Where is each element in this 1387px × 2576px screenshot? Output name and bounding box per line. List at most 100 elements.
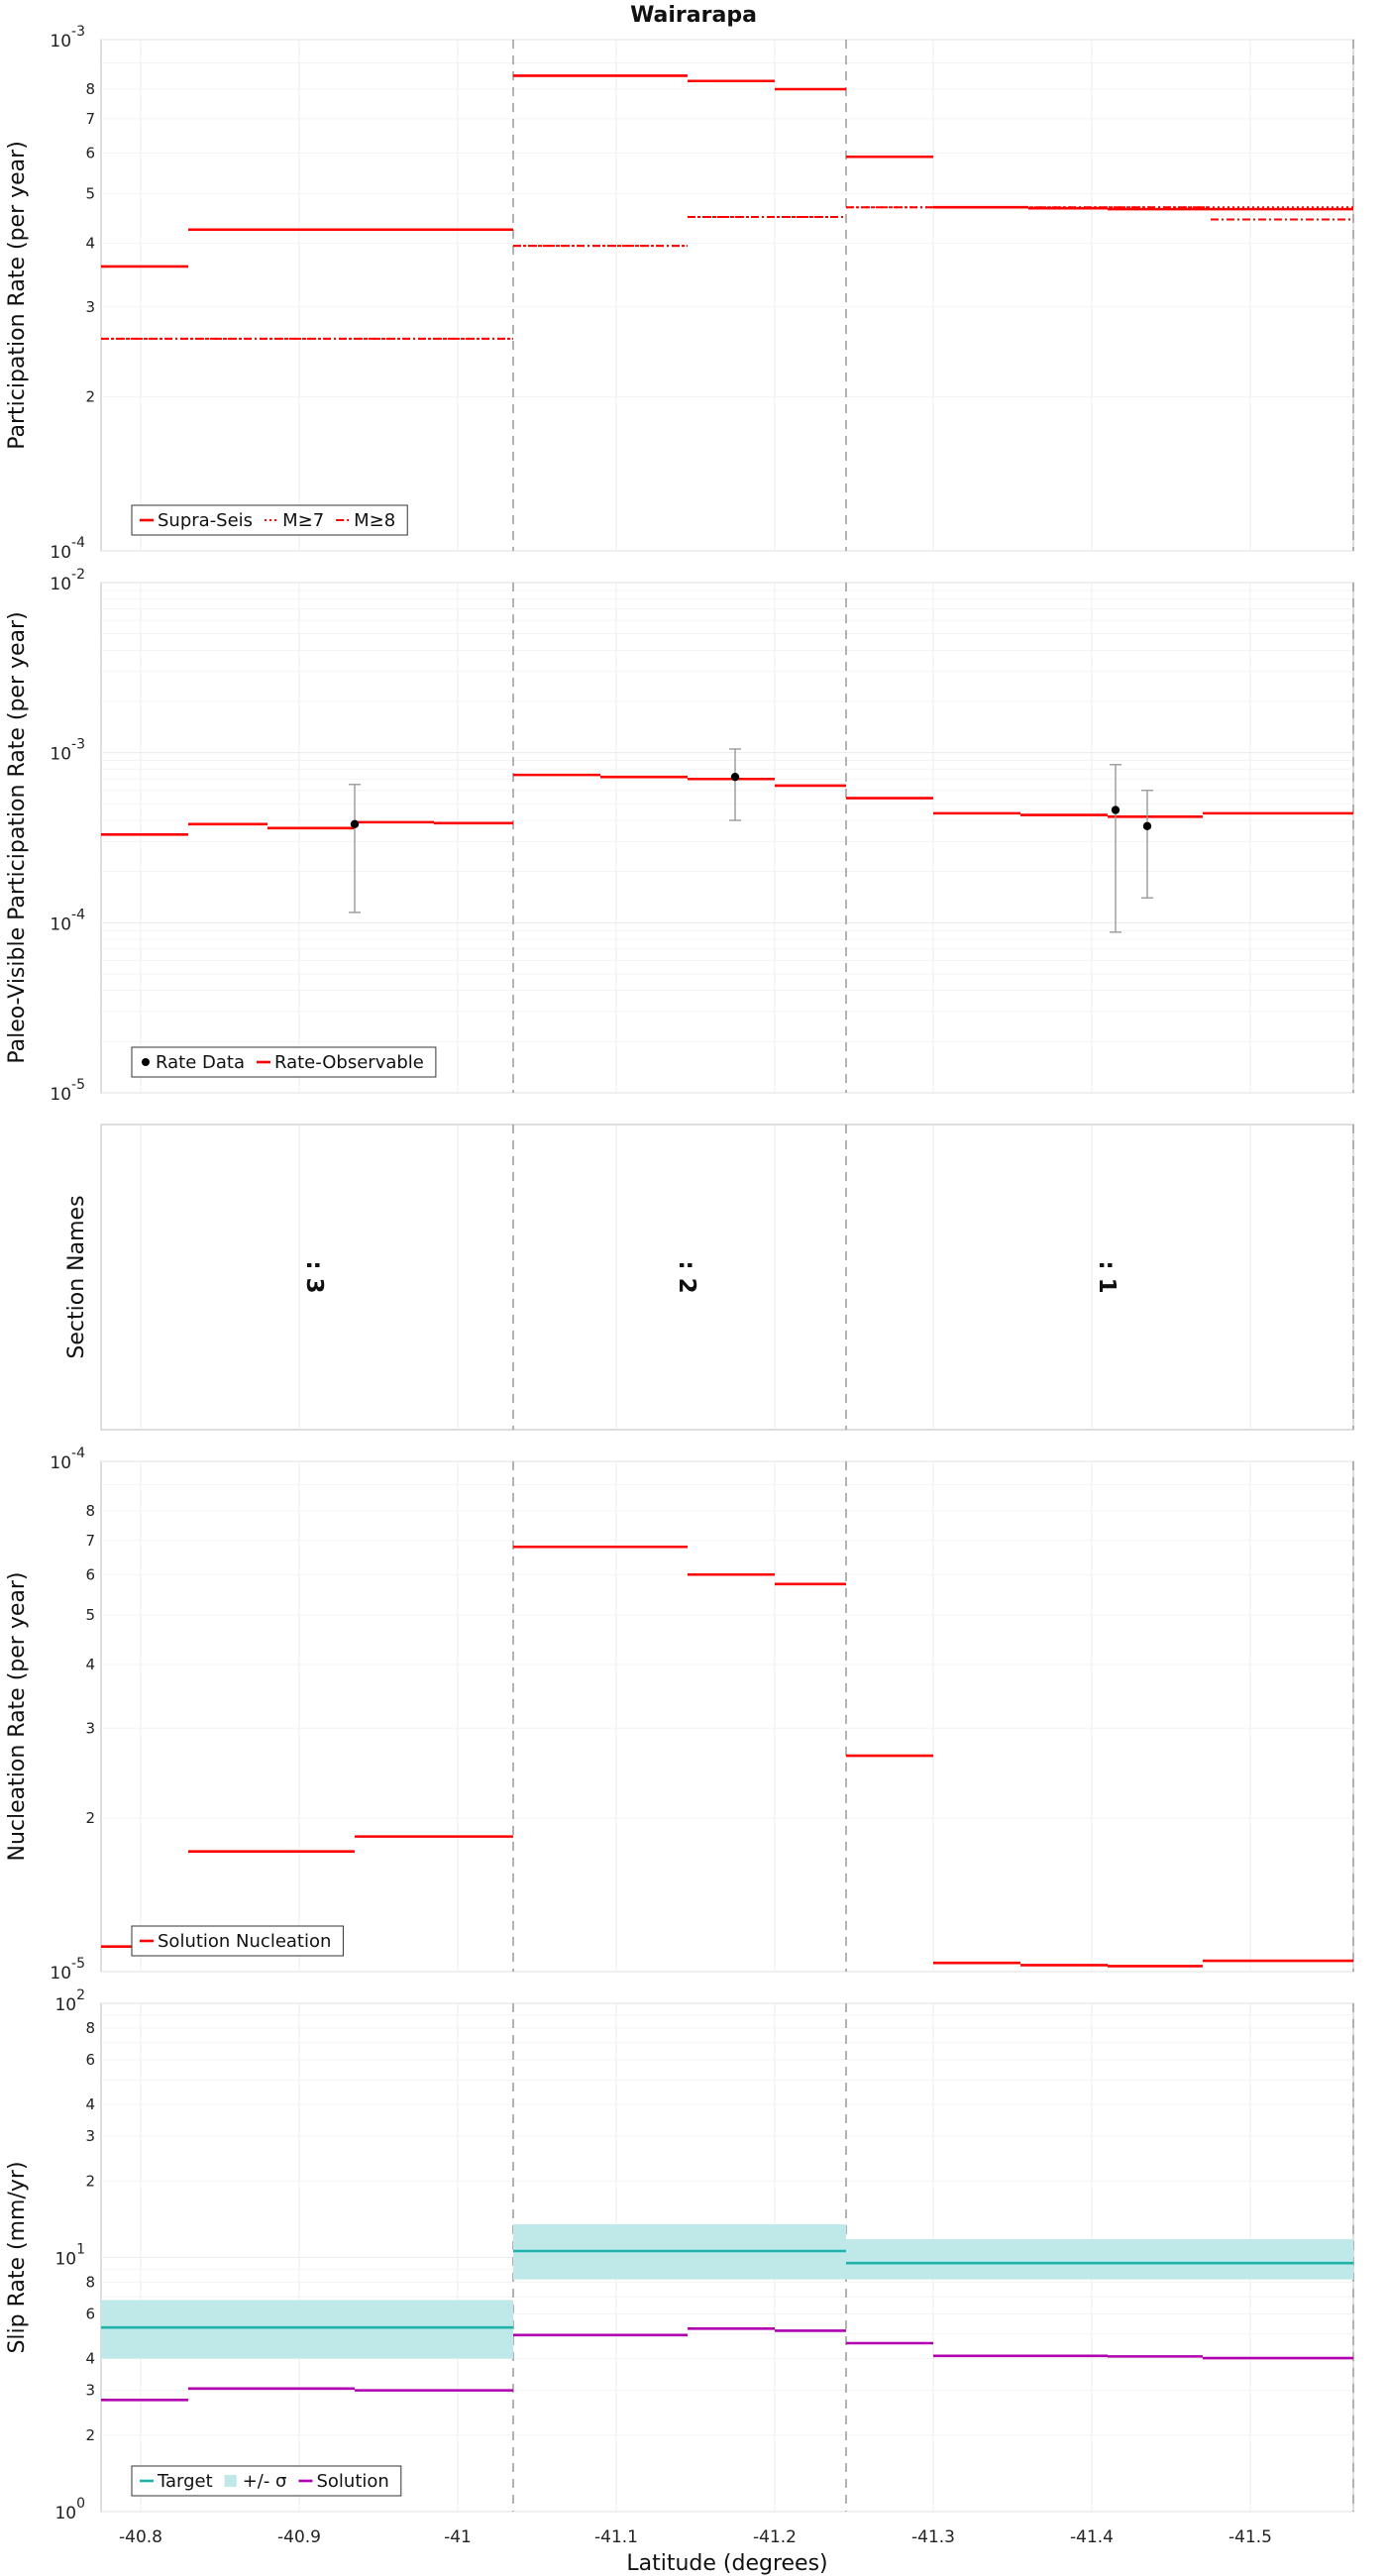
sigma-band	[846, 2239, 1353, 2280]
y-minor-tick-label: 5	[85, 1606, 95, 1624]
rate-data-point	[1142, 821, 1152, 830]
y-tick-exponent: -4	[71, 535, 85, 551]
legend-label: Solution Nucleation	[158, 1931, 331, 1952]
y-minor-tick-label: 2	[85, 2426, 95, 2444]
panel-frame	[100, 39, 1354, 552]
x-axis: -40.8 -40.9 -41 -41.1 -41.2 -41.3 -41.4 -41.5	[119, 2527, 1272, 2547]
section-name-label: : 3	[301, 1260, 327, 1293]
y-minor-tick-label: 2	[85, 2172, 95, 2190]
y-axis-title: Section Names	[64, 1195, 89, 1358]
y-minor-tick-label: 8	[85, 1502, 95, 1520]
x-tick-label: -41	[444, 2527, 472, 2547]
y-minor-tick-label: 4	[85, 2095, 95, 2113]
panel-frame	[100, 582, 1354, 1094]
y-tick-exponent: -4	[71, 1446, 85, 1461]
y-tick-exponent: -3	[71, 24, 85, 40]
y-minor-tick-label: 6	[85, 1565, 95, 1583]
y-minor-tick-label: 3	[85, 2127, 95, 2145]
section-name-label: : 2	[674, 1260, 699, 1293]
y-tick-exponent: -5	[71, 1077, 85, 1093]
y-minor-tick-label: 3	[85, 298, 95, 316]
y-axis-title: Slip Rate (mm/yr)	[5, 2161, 30, 2353]
legend-marker	[224, 2475, 237, 2487]
panel-participation: 10-4 10-3 2 3 4 5 6 7 8 Participation Rate (per y…	[5, 24, 1354, 563]
y-minor-tick-label: 4	[85, 2350, 95, 2368]
x-tick-label: -40.8	[119, 2527, 162, 2547]
y-minor-tick-label: 4	[85, 1656, 95, 1673]
y-minor-tick-label: 7	[85, 110, 95, 128]
legend-participation: Supra-Seis M≥7 M≥8	[131, 504, 408, 536]
x-tick-label: -40.9	[277, 2527, 321, 2547]
rate-data-point	[1111, 805, 1120, 814]
y-tick-label: 10-3	[50, 24, 85, 52]
y-minor-tick-label: 3	[85, 1719, 95, 1737]
legend-marker	[142, 1058, 150, 1066]
panel-frame	[100, 1460, 1354, 1973]
y-tick-label: 10-5	[50, 1077, 85, 1105]
legend-label: Target	[157, 2471, 213, 2492]
y-axis-title: Participation Rate (per year)	[5, 141, 30, 450]
legend-box	[131, 2465, 402, 2497]
y-minor-tick-label: 5	[85, 184, 95, 202]
y-tick-label: 101	[54, 2242, 85, 2270]
y-tick-exponent: 0	[76, 2496, 85, 2512]
x-tick-label: -41.1	[594, 2527, 638, 2547]
legend-paleo: Rate Data Rate-Observable	[131, 1046, 437, 1078]
x-axis-title: Latitude (degrees)	[626, 2551, 827, 2576]
y-tick-exponent: 1	[76, 2242, 85, 2258]
y-tick-exponent: -4	[71, 907, 85, 922]
y-minor-tick-label: 6	[85, 2051, 95, 2069]
x-tick-label: -41.4	[1070, 2527, 1114, 2547]
chart-title: Wairarapa	[630, 3, 757, 28]
legend-label: Rate-Observable	[274, 1052, 424, 1073]
legend-label: M≥8	[354, 510, 395, 531]
panel-sections: Section Names : 3 : 2 : 1	[64, 1124, 1354, 1431]
rate-data-point	[730, 772, 740, 782]
legend-label: Solution	[316, 2471, 388, 2492]
y-axis-title: Paleo-Visible Participation Rate (per ye…	[5, 611, 30, 1063]
y-tick-label: 10-4	[50, 535, 85, 563]
y-minor-tick-label: 2	[85, 1809, 95, 1827]
y-tick-label: 10-3	[50, 737, 85, 765]
y-minor-tick-label: 6	[85, 144, 95, 161]
rate-data-point	[350, 819, 360, 829]
y-tick-exponent: 2	[76, 1987, 85, 2003]
panel-nucleation: 10-5 10-4 2 3 4 5 6 7 8 Nucleation Rate (per year…	[5, 1446, 1354, 1984]
y-minor-tick-label: 2	[85, 388, 95, 406]
y-tick-exponent: -2	[71, 567, 85, 583]
sigma-band	[101, 2300, 513, 2359]
y-tick-label: 10-4	[50, 907, 85, 934]
y-tick-label: 100	[54, 2496, 85, 2523]
legend-label: M≥7	[282, 510, 324, 531]
y-minor-tick-label: 6	[85, 2305, 95, 2322]
y-tick-label: 10-5	[50, 1956, 85, 1984]
legend-nucleation: Solution Nucleation	[131, 1925, 344, 1957]
y-minor-tick-label: 8	[85, 2273, 95, 2291]
x-tick-label: -41.5	[1228, 2527, 1272, 2547]
legend-box	[131, 1925, 344, 1957]
y-minor-tick-label: 3	[85, 2382, 95, 2400]
x-tick-label: -41.2	[753, 2527, 797, 2547]
y-axis-title: Nucleation Rate (per year)	[5, 1572, 30, 1862]
y-tick-exponent: -3	[71, 737, 85, 753]
x-tick-label: -41.3	[911, 2527, 955, 2547]
panel-paleo: 10-5 10-4 10-3 10-2 Paleo-Visible Participat…	[5, 567, 1354, 1105]
legend-label: Supra-Seis	[158, 510, 253, 531]
legend-box	[131, 1046, 437, 1078]
y-minor-tick-label: 8	[85, 2019, 95, 2037]
y-tick-label: 10-2	[50, 567, 85, 594]
section-name-label: : 1	[1094, 1260, 1120, 1293]
legend-label: +/- σ	[243, 2471, 287, 2492]
legend-slip: Target +/- σ Solution	[131, 2465, 402, 2497]
y-tick-exponent: -5	[71, 1956, 85, 1972]
y-minor-tick-label: 7	[85, 1532, 95, 1550]
y-tick-label: 102	[54, 1987, 85, 2015]
legend-label: Rate Data	[156, 1052, 245, 1073]
y-minor-tick-label: 4	[85, 234, 95, 252]
y-minor-tick-label: 8	[85, 80, 95, 98]
y-tick-label: 10-4	[50, 1446, 85, 1473]
panel-frame	[100, 1124, 1354, 1431]
